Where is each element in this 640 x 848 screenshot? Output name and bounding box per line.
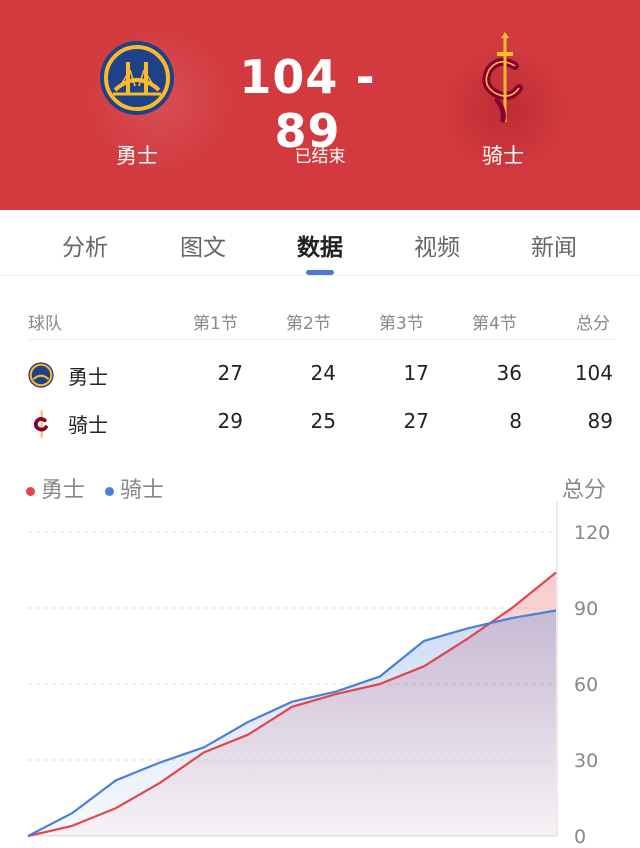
game-score: 104 - 89	[239, 50, 376, 158]
q4-score: 36	[496, 361, 522, 385]
away-team-name: 骑士	[482, 144, 524, 168]
cavaliers-logo-icon[interactable]	[475, 30, 531, 126]
legend-dot	[26, 486, 35, 496]
chart-legend: 勇士 骑士	[26, 472, 184, 504]
game-status: 已结束	[294, 147, 346, 167]
q4-score: 8	[509, 409, 522, 433]
warriors-logo-icon[interactable]	[99, 40, 175, 116]
legend-label: 勇士	[41, 478, 86, 503]
legend-dot	[105, 486, 115, 496]
q2-score: 25	[310, 409, 336, 433]
legend-item[interactable]: 勇士	[26, 478, 85, 503]
table-row: 勇士 27 24 17 36 104	[28, 352, 614, 400]
y-tick-label: 120	[574, 522, 610, 544]
game-header: 勇士 104 - 89 已结束 骑士	[0, 0, 640, 210]
y-axis-title: 总分	[562, 478, 607, 503]
home-team-name: 勇士	[116, 144, 158, 168]
series-area	[28, 610, 556, 836]
y-tick-label: 0	[574, 826, 586, 848]
score-progression-chart: 0 30 60 90 120	[27, 502, 610, 848]
header-total: 总分	[576, 314, 610, 334]
header-q1: 第1节	[193, 314, 238, 334]
y-tick-label: 90	[574, 598, 598, 620]
q2-score: 24	[310, 361, 336, 385]
warriors-logo-icon	[28, 362, 54, 388]
header-q3: 第3节	[379, 314, 424, 334]
q3-score: 27	[403, 409, 429, 433]
legend-item[interactable]: 骑士	[105, 478, 164, 503]
header-q4: 第4节	[472, 314, 517, 334]
tab-analysis[interactable]: 分析	[62, 235, 108, 261]
q3-score: 17	[403, 361, 429, 385]
table-row: 骑士 29 25 27 8 89	[28, 400, 614, 448]
total-score: 89	[587, 409, 613, 433]
series-line	[27, 571, 557, 838]
tab-data[interactable]: 数据	[297, 235, 343, 261]
tab-video[interactable]: 视频	[414, 235, 460, 261]
quarter-score-table: 球队 第1节 第2节 第3节 第4节 总分 勇士 27 24 17 36 104…	[28, 296, 614, 448]
active-tab-indicator	[306, 270, 334, 275]
header-team: 球队	[28, 314, 62, 334]
team-name: 勇士	[68, 365, 108, 389]
cavaliers-logo-icon	[33, 410, 48, 438]
header-q2: 第2节	[286, 314, 331, 334]
y-tick-label: 60	[574, 674, 598, 696]
tab-graphic-text[interactable]: 图文	[180, 235, 226, 261]
series-line	[27, 609, 557, 837]
total-score: 104	[574, 361, 613, 385]
table-header: 球队 第1节 第2节 第3节 第4节 总分	[28, 296, 614, 340]
y-tick-label: 30	[574, 750, 598, 772]
chart-right-border	[556, 502, 558, 836]
tab-news[interactable]: 新闻	[531, 235, 577, 261]
q1-score: 29	[217, 409, 243, 433]
legend-label: 骑士	[120, 478, 165, 503]
tab-bar: 分析 图文 数据 视频 新闻	[0, 210, 640, 276]
team-name: 骑士	[68, 413, 108, 437]
q1-score: 27	[217, 361, 243, 385]
